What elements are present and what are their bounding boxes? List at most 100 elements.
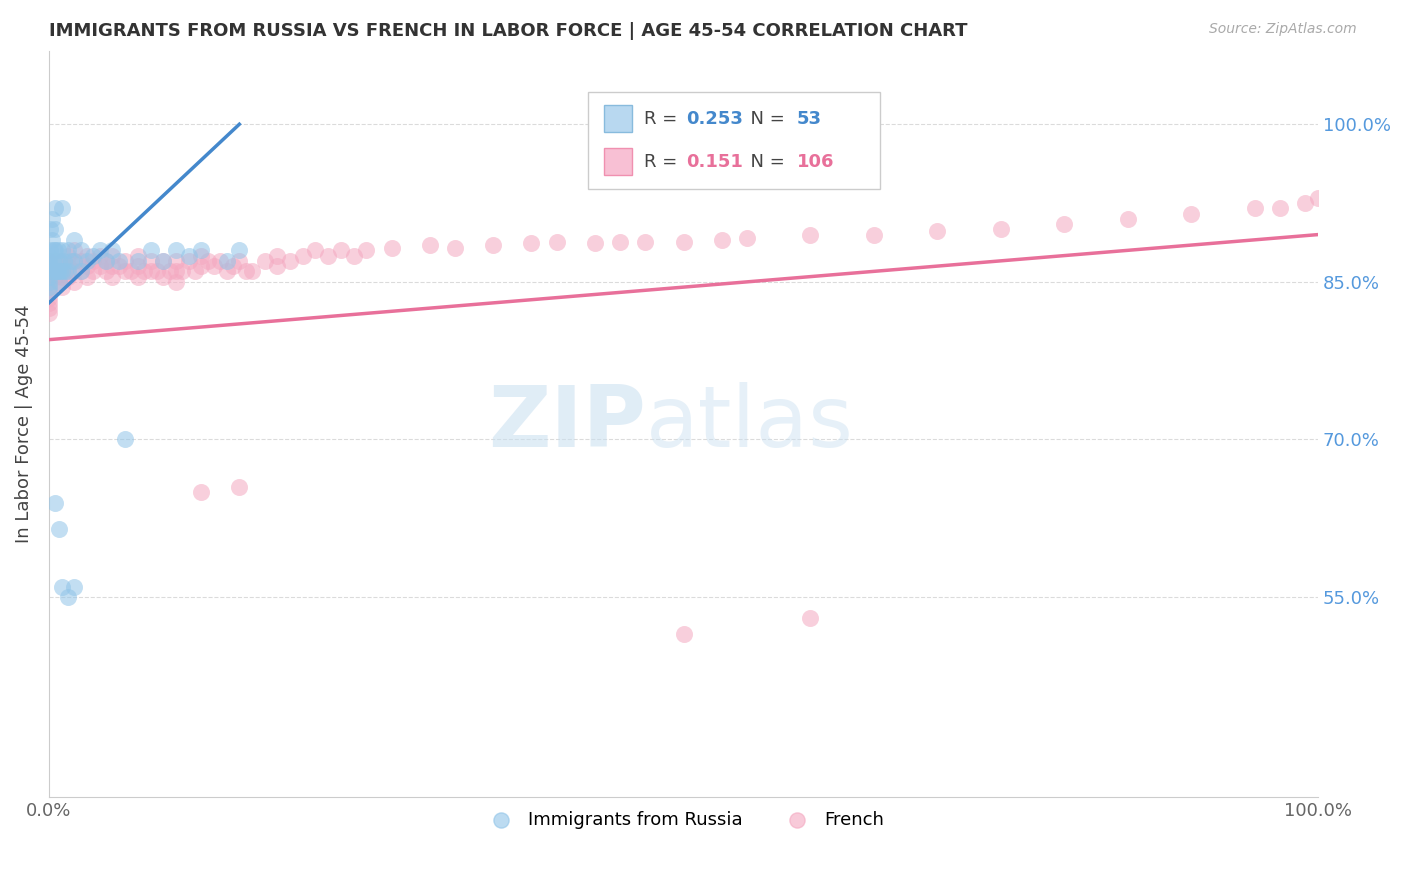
Point (127, 253, 149, 268)
Point (44, 244, 66, 258)
Point (1268, 202, 1291, 216)
Point (38, 285, 60, 300)
Point (56, 259, 79, 273)
Point (146, 264, 169, 278)
Point (53, 253, 76, 268)
Point (44, 202, 66, 216)
Bar (603, 105, 631, 132)
Point (121, 264, 143, 278)
Point (38, 269, 60, 284)
Point (190, 249, 212, 263)
Point (228, 244, 250, 258)
Point (89, 249, 111, 263)
Bar (603, 148, 631, 175)
Point (48, 275, 70, 289)
Point (51, 264, 73, 278)
Point (152, 269, 174, 284)
Point (672, 627, 695, 641)
Text: N =: N = (740, 153, 792, 170)
Point (165, 253, 187, 268)
Point (69, 264, 91, 278)
Point (222, 259, 245, 273)
Point (42, 253, 65, 268)
Point (342, 249, 364, 263)
Point (76, 253, 98, 268)
Point (165, 264, 187, 278)
Point (381, 241, 404, 255)
Point (1243, 202, 1265, 216)
Point (38, 280, 60, 294)
Point (63, 244, 86, 258)
Point (139, 264, 162, 278)
Point (172, 264, 194, 278)
Point (278, 253, 301, 268)
Point (59, 253, 82, 268)
Text: R =: R = (644, 110, 683, 128)
Point (56, 249, 79, 263)
Point (228, 253, 250, 268)
Point (42, 244, 65, 258)
Point (266, 249, 288, 263)
Point (444, 241, 467, 255)
Point (215, 253, 238, 268)
Point (38, 291, 60, 305)
Point (69, 244, 91, 258)
Point (39, 222, 62, 236)
Point (63, 580, 86, 594)
Point (44, 222, 66, 236)
Point (45, 264, 67, 278)
Y-axis label: In Labor Force | Age 45-54: In Labor Force | Age 45-54 (15, 304, 32, 543)
Point (56, 264, 79, 278)
Point (63, 253, 86, 268)
Point (101, 244, 124, 258)
Point (356, 244, 378, 258)
Text: Source: ZipAtlas.com: Source: ZipAtlas.com (1209, 22, 1357, 37)
Point (51, 264, 73, 278)
Point (38, 306, 60, 320)
Point (799, 227, 821, 242)
Point (101, 259, 124, 273)
Point (114, 433, 136, 447)
Point (127, 259, 149, 273)
Point (114, 264, 136, 278)
Point (134, 264, 156, 278)
Point (39, 244, 62, 258)
Point (710, 233, 733, 247)
Point (38, 249, 60, 263)
Point (82, 253, 104, 268)
Point (634, 235, 657, 249)
Point (56, 590, 79, 604)
Text: R =: R = (644, 153, 683, 170)
Point (63, 233, 86, 247)
Point (55, 264, 77, 278)
Point (215, 264, 238, 278)
Point (44, 495, 66, 509)
Point (41, 211, 63, 226)
Point (51, 202, 73, 216)
Point (41, 233, 63, 247)
Point (51, 580, 73, 594)
Point (165, 275, 187, 289)
Point (107, 259, 129, 273)
Point (1308, 191, 1330, 205)
Point (1116, 211, 1139, 226)
Point (45, 253, 67, 268)
Point (672, 235, 695, 249)
Point (139, 244, 162, 258)
Point (107, 253, 129, 268)
Point (235, 264, 257, 278)
Point (190, 259, 212, 273)
Point (197, 253, 219, 268)
Point (38, 275, 60, 289)
Point (209, 253, 232, 268)
Point (46, 264, 69, 278)
Point (520, 235, 543, 250)
Point (316, 249, 339, 263)
Point (51, 280, 73, 294)
Point (69, 253, 91, 268)
Text: IMMIGRANTS FROM RUSSIA VS FRENCH IN LABOR FORCE | AGE 45-54 CORRELATION CHART: IMMIGRANTS FROM RUSSIA VS FRENCH IN LABO… (49, 22, 967, 40)
Point (127, 269, 149, 284)
Point (329, 244, 352, 258)
Point (990, 222, 1012, 236)
Point (38, 269, 60, 284)
